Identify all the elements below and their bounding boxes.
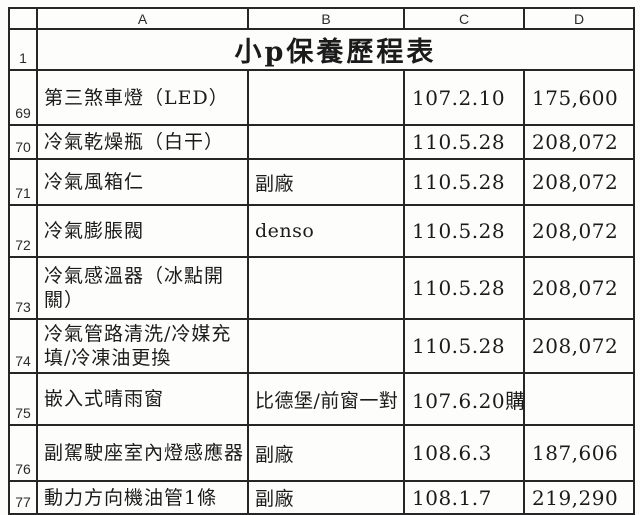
- mileage-cell[interactable]: 219,290: [523, 480, 635, 515]
- row-number[interactable]: 72: [8, 204, 38, 258]
- item-cell[interactable]: 冷氣風箱仁: [36, 158, 249, 206]
- row-number[interactable]: 70: [8, 124, 38, 160]
- date-cell[interactable]: 110.5.28: [403, 256, 525, 320]
- table-row: 76 副駕駛座室內燈感應器 副廠 108.6.3 187,606: [8, 424, 635, 482]
- table-row: 74 冷氣管路清洗/冷媒充填/冷凍油更換 110.5.28 208,072: [8, 318, 635, 374]
- mileage-cell[interactable]: [523, 372, 635, 426]
- vendor-cell[interactable]: 比德堡/前窗一對: [247, 372, 405, 426]
- column-header-c[interactable]: C: [403, 7, 525, 30]
- date-cell[interactable]: 107.6.20購: [403, 372, 525, 426]
- select-all-corner[interactable]: [8, 7, 38, 30]
- table-row: 69 第三煞車燈（LED） 107.2.10 175,600: [8, 69, 635, 126]
- column-header-b[interactable]: B: [247, 7, 405, 30]
- mileage-cell[interactable]: 208,072: [523, 158, 635, 206]
- vendor-cell[interactable]: [247, 69, 405, 126]
- item-cell[interactable]: 嵌入式晴雨窗: [36, 372, 249, 426]
- row-number[interactable]: 76: [8, 424, 38, 482]
- item-cell[interactable]: 動力方向機油管1條: [36, 480, 249, 515]
- row-number[interactable]: 69: [8, 69, 38, 126]
- row-number[interactable]: 71: [8, 158, 38, 206]
- item-cell[interactable]: 副駕駛座室內燈感應器: [36, 424, 249, 482]
- vendor-cell[interactable]: 副廠: [247, 480, 405, 515]
- vendor-cell[interactable]: denso: [247, 204, 405, 258]
- item-cell[interactable]: 冷氣感溫器（冰點開關）: [36, 256, 249, 320]
- vendor-cell[interactable]: [247, 124, 405, 160]
- item-cell[interactable]: 冷氣膨脹閥: [36, 204, 249, 258]
- item-cell[interactable]: 冷氣乾燥瓶（白干）: [36, 124, 249, 160]
- row-number[interactable]: 73: [8, 256, 38, 320]
- date-cell[interactable]: 110.5.28: [403, 158, 525, 206]
- sheet-title-cell[interactable]: 小p保養歷程表: [36, 28, 635, 71]
- date-cell[interactable]: 110.5.28: [403, 124, 525, 160]
- date-cell[interactable]: 108.1.7: [403, 480, 525, 515]
- mileage-cell[interactable]: 208,072: [523, 204, 635, 258]
- vendor-cell[interactable]: [247, 318, 405, 374]
- mileage-cell[interactable]: 208,072: [523, 124, 635, 160]
- vendor-cell[interactable]: 副廠: [247, 424, 405, 482]
- date-cell[interactable]: 107.2.10: [403, 69, 525, 126]
- table-row: 72 冷氣膨脹閥 denso 110.5.28 208,072: [8, 204, 635, 258]
- table-row: 71 冷氣風箱仁 副廠 110.5.28 208,072: [8, 158, 635, 206]
- row-number[interactable]: 75: [8, 372, 38, 426]
- row-number[interactable]: 74: [8, 318, 38, 374]
- maintenance-table: A B C D 1 小p保養歷程表 69 第三煞車燈（LED） 107.2.10…: [8, 7, 635, 515]
- vendor-cell[interactable]: [247, 256, 405, 320]
- spreadsheet-view: A B C D 1 小p保養歷程表 69 第三煞車燈（LED） 107.2.10…: [8, 7, 635, 515]
- date-cell[interactable]: 110.5.28: [403, 318, 525, 374]
- date-cell[interactable]: 108.6.3: [403, 424, 525, 482]
- vendor-cell[interactable]: 副廠: [247, 158, 405, 206]
- item-cell[interactable]: 第三煞車燈（LED）: [36, 69, 249, 126]
- row-number[interactable]: 1: [8, 28, 38, 71]
- table-row: 77 動力方向機油管1條 副廠 108.1.7 219,290: [8, 480, 635, 515]
- table-row: 73 冷氣感溫器（冰點開關） 110.5.28 208,072: [8, 256, 635, 320]
- column-header-a[interactable]: A: [36, 7, 249, 30]
- column-header-d[interactable]: D: [523, 7, 635, 30]
- mileage-cell[interactable]: 208,072: [523, 256, 635, 320]
- table-row: 75 嵌入式晴雨窗 比德堡/前窗一對 107.6.20購: [8, 372, 635, 426]
- table-row: 70 冷氣乾燥瓶（白干） 110.5.28 208,072: [8, 124, 635, 160]
- column-header-row: A B C D: [8, 7, 635, 30]
- row-number[interactable]: 77: [8, 480, 38, 515]
- item-cell[interactable]: 冷氣管路清洗/冷媒充填/冷凍油更換: [36, 318, 249, 374]
- mileage-cell[interactable]: 187,606: [523, 424, 635, 482]
- title-row: 1 小p保養歷程表: [8, 28, 635, 71]
- date-cell[interactable]: 110.5.28: [403, 204, 525, 258]
- mileage-cell[interactable]: 175,600: [523, 69, 635, 126]
- mileage-cell[interactable]: 208,072: [523, 318, 635, 374]
